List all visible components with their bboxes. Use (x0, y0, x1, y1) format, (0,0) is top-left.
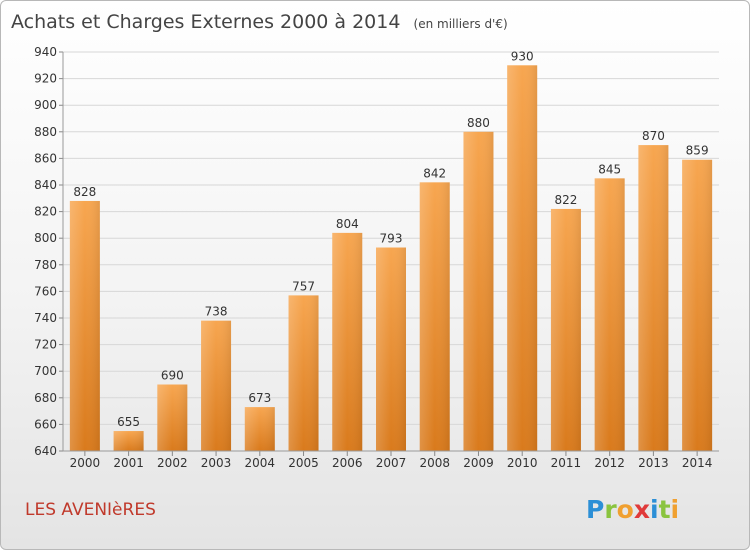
bar-shade-2005 (288, 295, 319, 451)
x-tick-label-2014: 2014 (682, 456, 713, 470)
y-tick-label: 840 (34, 178, 57, 192)
bar-shade-2013 (638, 145, 669, 451)
y-tick-label: 640 (34, 444, 57, 458)
x-axis: 2000 2001 2002 2003 2004 2005 2006 2007 2008 2009… (63, 450, 719, 470)
logo-letter: x (634, 495, 650, 524)
data-label-2000: 828 (73, 185, 96, 199)
y-tick-label: 680 (34, 391, 57, 405)
x-tick-label-2007: 2007 (376, 456, 407, 470)
bar-shade-2010 (507, 65, 538, 452)
logo-letter: i (671, 495, 680, 524)
x-tick-label-2003: 2003 (201, 456, 232, 470)
proxiti-logo: Proxiti (586, 495, 679, 524)
y-tick-label: 940 (34, 45, 57, 59)
y-tick-label: 660 (34, 417, 57, 431)
bar-shade-2012 (594, 178, 625, 451)
bar-shade-2008 (419, 182, 450, 451)
x-tick-label-2002: 2002 (157, 456, 188, 470)
chart-title: Achats et Charges Externes 2000 à 2014 (… (11, 11, 508, 33)
bar-shade-2009 (463, 131, 494, 452)
y-tick-label: 800 (34, 231, 57, 245)
bar-shade-2007 (376, 247, 406, 451)
y-tick-label: 860 (34, 151, 57, 165)
x-tick-label-2006: 2006 (332, 456, 363, 470)
data-label-2006: 804 (336, 217, 359, 231)
x-tick-label-2010: 2010 (507, 456, 538, 470)
logo-letter: P (586, 495, 604, 524)
logo-letter: t (659, 495, 671, 524)
logo-letter: r (604, 495, 617, 524)
y-tick-label: 920 (34, 72, 57, 86)
data-label-2002: 690 (161, 369, 184, 383)
data-label-2013: 870 (642, 129, 665, 143)
data-label-2012: 845 (598, 162, 621, 176)
y-axis: 640 660 680 700 720 740 760 780 800 820 840 860 880 9… (34, 45, 64, 458)
place-name: LES AVENIèRES (25, 500, 156, 520)
x-tick-label-2000: 2000 (70, 456, 101, 470)
data-label-2001: 655 (117, 415, 140, 429)
bars: 828 655 690 738 673 757 804 793 842 880 930 822 845 8… (69, 49, 713, 452)
x-tick-label-2009: 2009 (463, 456, 494, 470)
x-tick-label-2005: 2005 (288, 456, 319, 470)
bar-shade-2014 (682, 159, 713, 452)
y-tick-label: 820 (34, 205, 57, 219)
y-tick-label: 900 (34, 98, 57, 112)
x-tick-label-2004: 2004 (245, 456, 276, 470)
data-label-2011: 822 (554, 193, 577, 207)
bar-shade-2000 (69, 200, 100, 451)
y-tick-label: 780 (34, 258, 57, 272)
bar-shade-2001 (113, 431, 144, 451)
y-tick-label: 740 (34, 311, 57, 325)
bar-shade-2004 (244, 407, 275, 451)
data-label-2010: 930 (511, 49, 534, 63)
y-tick-label: 700 (34, 364, 57, 378)
logo-letter: i (650, 495, 659, 524)
bar-shade-2011 (550, 208, 581, 451)
bar-shade-2003 (201, 320, 232, 451)
x-tick-label-2013: 2013 (638, 456, 669, 470)
data-label-2003: 738 (205, 305, 228, 319)
bar-shade-2006 (332, 232, 363, 451)
y-tick-label: 720 (34, 338, 57, 352)
bar-shade-2002 (157, 384, 188, 451)
logo-letter: o (617, 495, 634, 524)
x-tick-label-2001: 2001 (113, 456, 144, 470)
data-label-2005: 757 (292, 279, 315, 293)
data-label-2008: 842 (423, 166, 446, 180)
x-tick-label-2012: 2012 (594, 456, 625, 470)
x-tick-label-2008: 2008 (419, 456, 450, 470)
data-label-2009: 880 (467, 116, 490, 130)
data-label-2014: 859 (686, 144, 709, 158)
data-label-2007: 793 (380, 232, 403, 246)
data-label-2004: 673 (248, 391, 271, 405)
x-tick-label-2011: 2011 (551, 456, 582, 470)
y-tick-label: 760 (34, 284, 57, 298)
y-tick-label: 880 (34, 125, 57, 139)
